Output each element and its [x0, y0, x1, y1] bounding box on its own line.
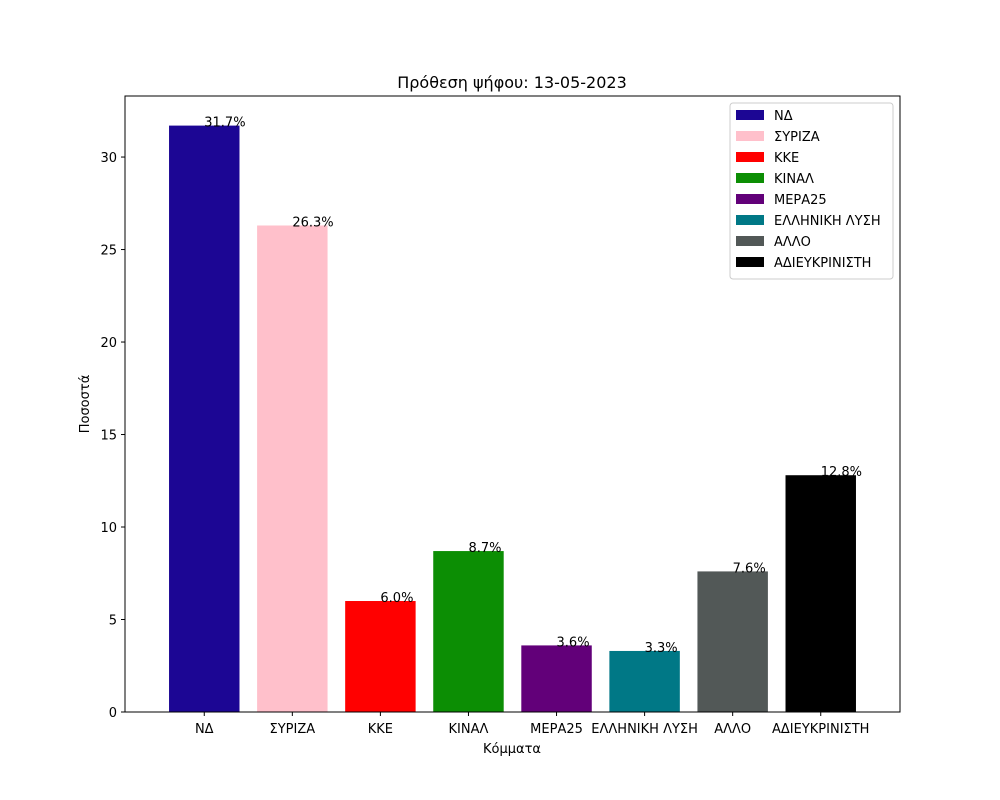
value-label-3: 6.0%	[380, 591, 413, 606]
x-tick-label: ΜΕΡΑ25	[530, 722, 583, 737]
value-label-1: 31.7%	[204, 116, 245, 131]
x-tick-label: ΚΚΕ	[368, 722, 393, 737]
y-axis-label: Ποσοστά	[78, 375, 93, 434]
legend-label-1: ΝΔ	[774, 109, 793, 124]
y-tick-label: 0	[109, 706, 117, 721]
x-tick-label: ΑΛΛΟ	[714, 722, 751, 737]
y-axis: 0 5 10 15 20 25 30	[100, 151, 125, 721]
y-tick-label: 30	[100, 151, 117, 166]
bar-6	[609, 650, 680, 712]
value-label-2: 26.3%	[292, 215, 333, 230]
y-tick-label: 25	[100, 244, 117, 259]
x-tick-label: ΝΔ	[195, 722, 214, 737]
value-label-5: 3.6%	[557, 635, 590, 650]
y-tick-label: 20	[100, 336, 117, 351]
value-label-6: 3.3%	[645, 641, 678, 656]
bar-4	[433, 551, 504, 712]
legend-swatch-6	[736, 215, 764, 225]
value-label-4: 8.7%	[468, 541, 501, 556]
bar-8	[785, 475, 856, 712]
bar-7	[697, 571, 768, 712]
legend-label-5: ΜΕΡΑ25	[774, 193, 827, 208]
legend-swatch-7	[736, 236, 764, 246]
legend-swatch-8	[736, 257, 764, 267]
bar-3	[345, 601, 416, 712]
value-label-8: 12.8%	[821, 465, 862, 480]
bar-1	[169, 125, 240, 712]
y-tick-label: 15	[100, 429, 117, 444]
bars-group	[169, 125, 856, 712]
legend-label-8: ΑΔΙΕΥΚΡΙΝΙΣΤΗ	[774, 256, 871, 271]
bar-5	[521, 645, 592, 712]
legend-label-3: ΚΚΕ	[774, 151, 799, 166]
x-tick-label: ΣΥΡΙΖΑ	[270, 722, 316, 737]
x-tick-label: ΚΙΝΑΛ	[449, 722, 489, 737]
legend-swatch-1	[736, 110, 764, 120]
x-axis: ΝΔ ΣΥΡΙΖΑ ΚΚΕ ΚΙΝΑΛ ΜΕΡΑ25 ΕΛΛΗΝΙΚΗ ΛΥΣΗ ΑΛΛΟ Α…	[195, 712, 869, 737]
legend-label-4: ΚΙΝΑΛ	[774, 172, 814, 187]
x-tick-label: ΕΛΛΗΝΙΚΗ ΛΥΣΗ	[591, 722, 698, 737]
legend-label-6: ΕΛΛΗΝΙΚΗ ΛΥΣΗ	[774, 214, 881, 229]
x-tick-label: ΑΔΙΕΥΚΡΙΝΙΣΤΗ	[772, 722, 869, 737]
legend-swatch-4	[736, 173, 764, 183]
y-tick-label: 10	[100, 521, 117, 536]
value-label-7: 7.6%	[733, 561, 766, 576]
legend-box	[729, 102, 894, 280]
chart-title: Πρόθεση ψήφου: 13-05-2023	[397, 73, 627, 92]
legend: ΝΔ ΣΥΡΙΖΑ ΚΚΕ ΚΙΝΑΛ ΜΕΡΑ25 ΕΛΛΗΝΙΚΗ ΛΥΣΗ ΑΛΛΟ Α…	[729, 102, 894, 280]
x-axis-label: Κόμματα	[483, 742, 541, 757]
legend-swatch-2	[736, 131, 764, 141]
legend-label-2: ΣΥΡΙΖΑ	[774, 130, 820, 145]
legend-swatch-3	[736, 152, 764, 162]
bar-2	[257, 225, 328, 712]
legend-swatch-5	[736, 194, 764, 204]
value-labels-group: 31.7% 26.3% 6.0% 8.7% 3.6% 3.3% 7.6% 12.8%	[204, 116, 862, 656]
y-tick-label: 5	[109, 614, 117, 629]
legend-label-7: ΑΛΛΟ	[774, 235, 811, 250]
plot-frame	[124, 95, 901, 713]
